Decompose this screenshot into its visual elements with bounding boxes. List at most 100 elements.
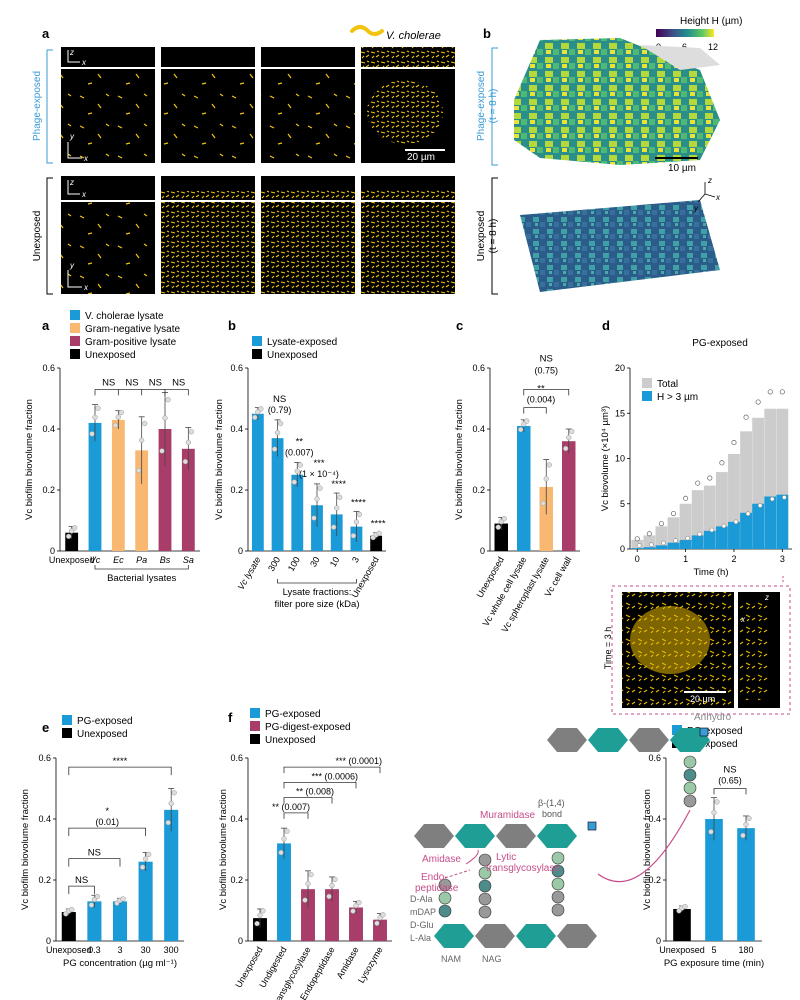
significance-label: *** (0.0001) <box>335 756 382 766</box>
svg-text:transglycosylase: transglycosylase <box>486 863 560 874</box>
peptidoglycan-diagram: Anhydro Muramidase β-(1,4) bond Amidase … <box>410 712 732 964</box>
bar-high <box>679 539 692 549</box>
legend-swatch <box>672 725 682 735</box>
svg-text:6: 6 <box>682 42 687 52</box>
data-point <box>297 462 303 468</box>
significance-bracket <box>68 766 172 776</box>
data-point <box>168 800 174 807</box>
y-tick-label: 0.4 <box>648 814 661 824</box>
data-point <box>145 851 152 858</box>
chart-b: b Lysate-exposed Unexposed 0 0.2 0.4 0.6 Vc bio… <box>214 318 386 610</box>
bar-high <box>740 512 752 549</box>
x-tick-label: 30 <box>308 555 322 569</box>
bar <box>737 828 755 941</box>
colorbar <box>656 29 714 37</box>
data-point <box>743 821 749 828</box>
xy-view <box>161 69 255 163</box>
label-lytic-transglycosylase: Lytic <box>496 852 516 863</box>
significance-bracket <box>277 579 357 584</box>
data-point <box>294 468 300 474</box>
bar-total <box>776 408 789 549</box>
y-tick-label: 0.2 <box>38 875 51 885</box>
bar <box>277 843 291 941</box>
x-tick-label: 300 <box>164 945 179 955</box>
x-axis-label: PG exposure time (min) <box>664 958 764 969</box>
svg-text:D-Glu: D-Glu <box>410 920 434 930</box>
significance-label: NS <box>102 377 115 388</box>
data-point <box>649 542 654 547</box>
significance-bracket <box>283 766 381 774</box>
svg-text:bond: bond <box>542 809 562 819</box>
x-tick-label: 3 <box>780 554 785 564</box>
legend-label: PG-exposed <box>265 709 321 720</box>
legend-swatch <box>70 336 80 346</box>
data-point <box>92 414 98 421</box>
bar <box>88 422 102 551</box>
y-tick-label: 0 <box>238 936 243 946</box>
significance-label: *** (0.0006) <box>311 771 358 781</box>
x-tick-label: 30 <box>141 945 151 955</box>
data-point <box>271 446 278 452</box>
y-tick-label: 0.6 <box>230 363 243 373</box>
significance-bracket <box>68 858 121 867</box>
v-cholerae-icon <box>350 25 384 36</box>
x-tick-label: 100 <box>286 555 302 573</box>
data-point <box>719 460 725 466</box>
bar-total <box>643 535 656 549</box>
svg-text:x: x <box>83 283 89 292</box>
significance-bracket <box>283 797 333 804</box>
y-axis-label: Vc biofilm biovolume fraction <box>218 789 229 910</box>
data-point <box>120 896 126 902</box>
y-axis-label: Vc biofilm biovolume fraction <box>214 399 225 520</box>
legend-swatch <box>250 721 260 731</box>
bar <box>61 912 76 941</box>
xz-view <box>61 176 155 200</box>
x-tick-label: Unexposed <box>46 945 92 955</box>
svg-text:y: y <box>69 261 75 270</box>
data-point <box>171 790 177 796</box>
svg-text:mDAP: mDAP <box>410 907 436 917</box>
panel-d-inset: 20 µm Time = 3 h z x <box>603 574 791 715</box>
bar-total <box>764 408 777 549</box>
y-tick-label: 0 <box>238 546 243 556</box>
panel-letter: f <box>228 710 233 725</box>
significance-label: ** <box>296 437 304 448</box>
data-point <box>380 912 386 918</box>
xy-view <box>61 69 155 163</box>
significance-label: NS <box>149 377 162 388</box>
significance-label: NS <box>75 875 88 886</box>
data-point <box>697 531 703 537</box>
y-tick-label: 0.4 <box>42 424 55 434</box>
data-point <box>707 475 713 481</box>
data-point <box>278 849 284 856</box>
data-point <box>142 420 148 427</box>
data-point <box>136 467 142 474</box>
svg-text:β-(1,4): β-(1,4) <box>538 798 565 808</box>
y-tick-label: 0.6 <box>648 753 661 763</box>
y-tick-label: 5 <box>620 499 625 509</box>
significance-label: (0.75) <box>534 365 558 375</box>
x-tick-label: 180 <box>738 945 753 955</box>
data-point <box>182 458 188 465</box>
x-tick-label: 1 <box>683 554 688 564</box>
bar-high <box>667 542 680 549</box>
legend-label: Unexposed <box>267 350 318 361</box>
phage-biofilm-render <box>514 38 720 165</box>
data-point <box>733 519 739 525</box>
bar <box>164 809 179 941</box>
legend-label: H > 3 µm <box>657 392 698 403</box>
xy-view <box>161 202 255 294</box>
xz-view <box>261 47 355 67</box>
xz-view <box>161 47 255 67</box>
xy-view <box>361 202 455 294</box>
data-point <box>139 864 146 870</box>
data-point <box>757 503 763 508</box>
svg-text:(t = 8 h): (t = 8 h) <box>488 89 499 124</box>
x-tick-label: 3 <box>350 555 361 564</box>
data-point <box>94 893 101 900</box>
data-point <box>524 418 530 424</box>
bar-total <box>703 485 716 549</box>
data-point <box>188 429 194 435</box>
